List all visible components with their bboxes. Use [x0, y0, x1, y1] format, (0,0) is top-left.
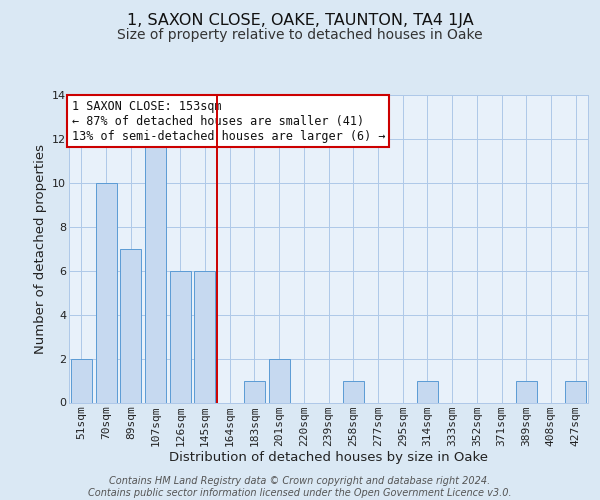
Bar	[194, 270, 215, 402]
Y-axis label: Number of detached properties: Number of detached properties	[34, 144, 47, 354]
Text: 1, SAXON CLOSE, OAKE, TAUNTON, TA4 1JA: 1, SAXON CLOSE, OAKE, TAUNTON, TA4 1JA	[127, 12, 473, 28]
Text: Contains HM Land Registry data © Crown copyright and database right 2024.
Contai: Contains HM Land Registry data © Crown c…	[88, 476, 512, 498]
X-axis label: Distribution of detached houses by size in Oake: Distribution of detached houses by size …	[169, 452, 488, 464]
Bar	[516, 380, 537, 402]
Bar	[269, 358, 290, 403]
Bar	[71, 358, 92, 403]
Bar	[343, 380, 364, 402]
Bar	[565, 380, 586, 402]
Text: 1 SAXON CLOSE: 153sqm
← 87% of detached houses are smaller (41)
13% of semi-deta: 1 SAXON CLOSE: 153sqm ← 87% of detached …	[71, 100, 385, 142]
Bar	[95, 183, 116, 402]
Bar	[417, 380, 438, 402]
Bar	[120, 249, 141, 402]
Bar	[244, 380, 265, 402]
Text: Size of property relative to detached houses in Oake: Size of property relative to detached ho…	[117, 28, 483, 42]
Bar	[170, 270, 191, 402]
Bar	[145, 139, 166, 402]
